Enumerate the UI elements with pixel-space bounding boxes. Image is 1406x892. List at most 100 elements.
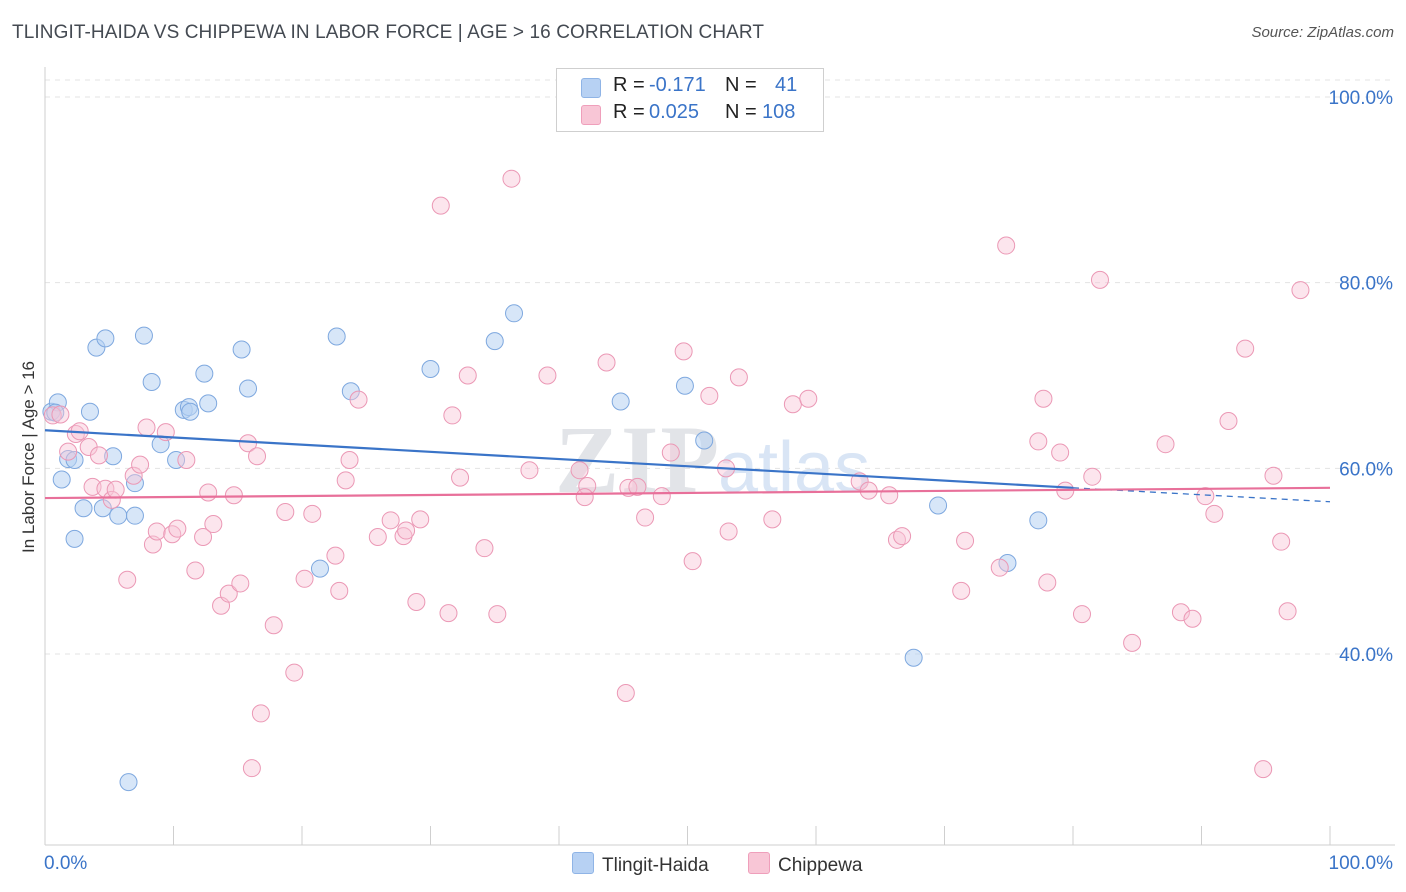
chippewa-point [59,442,78,461]
tlingit-haida-point [421,360,440,379]
chippewa-point [204,515,223,534]
chippewa-point [652,487,671,506]
legend-r-value: 0.025 [649,101,700,123]
chippewa-point [397,521,416,540]
chippewa-point [1051,443,1070,462]
tlingit-haida-point [1029,511,1048,530]
chippewa-point [231,574,250,593]
legend-n-value: 108 [762,101,796,123]
tlingit-haida-trendline [44,429,1074,489]
chippewa-point [330,581,349,600]
chippewa-point [102,490,121,509]
tlingit-haida-point [134,326,153,345]
chippewa-point [131,455,150,474]
tlingit-haida-point [52,470,71,489]
tlingit-haida-point [96,329,115,348]
bottom-legend-swatch-blue [572,852,594,874]
chippewa-point [431,196,450,215]
tlingit-haida-point [199,394,218,413]
chippewa-point [1183,609,1202,628]
y-axis-label: In Labor Force | Age > 16 [19,361,38,553]
tlingit-haida-point [232,340,251,359]
tlingit-haida-point [505,304,524,323]
correlation-legend: R = -0.171 N = 41 R = 0.025 N = 108 [556,68,824,132]
chippewa-point [1029,432,1048,451]
axis-layer [44,67,1395,846]
chippewa-point [186,561,205,580]
chippewa-point [575,488,594,507]
chippewa-point [89,446,108,465]
chippewa-point [1038,573,1057,592]
tlingit-haida-point [119,773,138,792]
tlingit-haida-trendline-extension [1072,487,1331,503]
chippewa-point [1072,605,1091,624]
chippewa-point [163,525,182,544]
chippewa-point [488,605,507,624]
tlingit-haida-point [109,506,128,525]
chippewa-point [1156,435,1175,454]
chippewa-point [799,389,818,408]
chippewa-point [893,527,912,546]
legend-r-value: -0.171 [649,74,706,96]
chippewa-point [1219,411,1238,430]
bottom-legend-label: Chippewa [778,855,863,876]
chippewa-trendline [44,486,1331,500]
chippewa-point [1291,281,1310,300]
tlingit-haida-point [611,392,630,411]
tlingit-haida-point [310,559,329,578]
chippewa-point [1205,504,1224,523]
y-tick-label: 80.0% [1339,274,1393,295]
chippewa-point [700,386,719,405]
tlingit-haida-point [142,372,161,391]
chippewa-point [458,366,477,385]
tlingit-haida-point [904,648,923,667]
chippewa-point [763,510,782,529]
source-label: Source: ZipAtlas.com [1251,24,1394,41]
chippewa-point [239,434,258,453]
chippewa-point [729,368,748,387]
chippewa-point [719,522,738,541]
chippewa-point [381,511,400,530]
chippewa-point [674,342,693,361]
grid-layer [45,79,1395,655]
chippewa-point [368,528,387,547]
chippewa-point [619,478,638,497]
y-tick-label: 40.0% [1339,645,1393,666]
chippewa-point [242,759,261,778]
chippewa-point [147,522,166,541]
legend-n-value: 41 [775,74,798,96]
legend-r-label: R = [613,101,645,123]
tlingit-haida-point [125,506,144,525]
legend-r-label: R = [613,74,645,96]
chippewa-point [137,418,156,437]
chippewa-point [106,480,125,499]
trend-layer [44,429,1331,503]
chippewa-point [1278,602,1297,621]
chippewa-point [661,443,680,462]
tlingit-haida-point [239,379,258,398]
chippewa-point [264,616,283,635]
tlingit-haida-point [485,332,504,351]
bottom-legend-tlingit-haida: Tlingit-Haida [572,852,709,877]
chippewa-point [636,508,655,527]
chippewa-point [1171,603,1190,622]
chippewa-point [520,461,539,480]
chippewa-point [597,353,616,372]
chippewa-point [1034,389,1053,408]
tlingit-haida-point [327,327,346,346]
chippewa-point [248,447,267,466]
chippewa-point [177,450,196,469]
chippewa-point [199,483,218,502]
legend-n-label: N = [725,74,757,96]
chippewa-point [783,395,802,414]
bottom-legend-chippewa: Chippewa [748,852,863,877]
y-tick-label: 100.0% [1329,88,1394,109]
chippewa-point [118,570,137,589]
chippewa-point [616,683,635,702]
chippewa-point [1272,532,1291,551]
watermark-atlas: atlas [718,428,870,508]
tlingit-haida-point [181,402,200,421]
chippewa-point [340,450,359,469]
chippewa-point [124,466,143,485]
